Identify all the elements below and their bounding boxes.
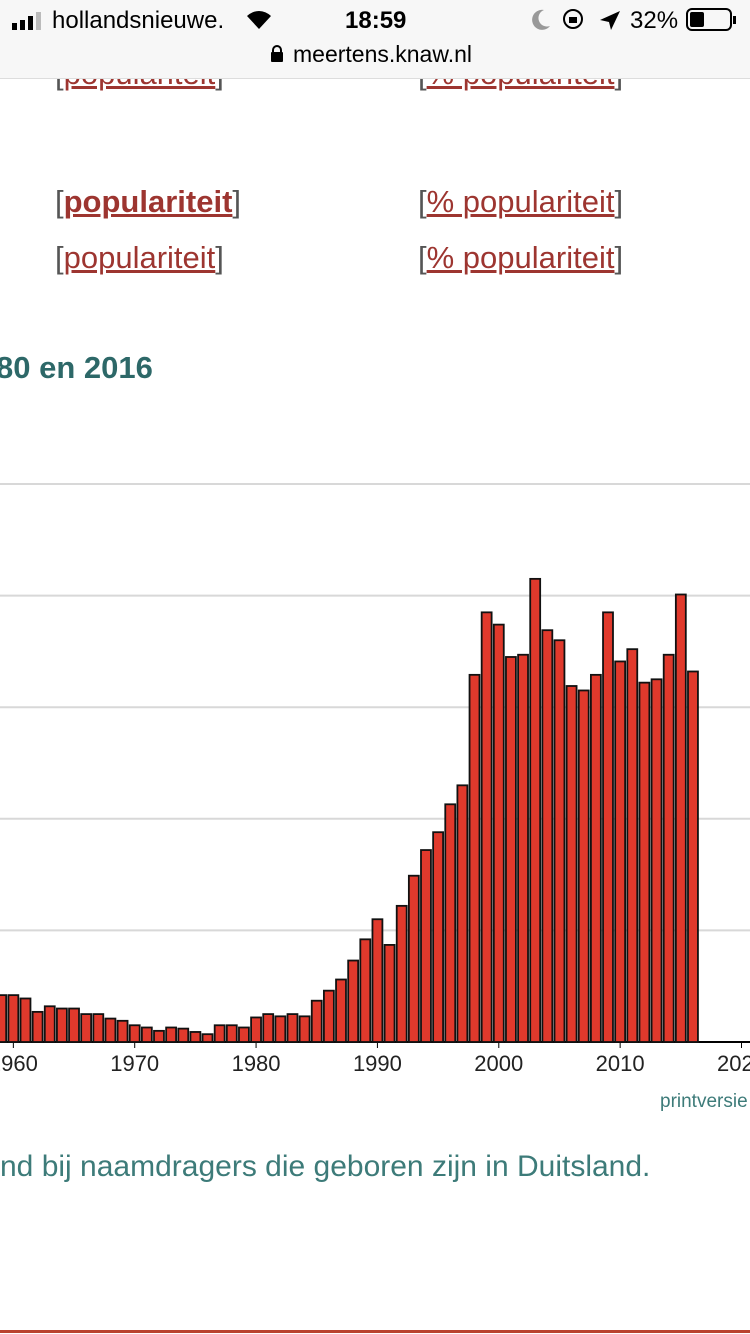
bracket: ] xyxy=(614,184,624,219)
bar xyxy=(298,1015,311,1043)
bar xyxy=(517,653,529,1043)
lock-icon xyxy=(271,45,283,62)
x-tick-label: 2020 xyxy=(717,1051,750,1076)
bar xyxy=(456,784,469,1043)
x-tick-label: 1970 xyxy=(110,1051,159,1076)
bar xyxy=(238,1026,250,1043)
bar xyxy=(116,1019,129,1043)
bar xyxy=(602,611,614,1043)
bar xyxy=(614,660,627,1043)
bar xyxy=(286,1013,299,1043)
bar xyxy=(565,685,578,1043)
link-item: [populariteit] xyxy=(55,184,241,220)
x-tick-label: 2000 xyxy=(474,1051,523,1076)
bar xyxy=(480,611,493,1043)
bar xyxy=(505,656,517,1043)
bar xyxy=(529,577,542,1043)
bar xyxy=(492,623,505,1043)
link-item: [populariteit] xyxy=(55,240,224,276)
bracket: [ xyxy=(55,184,64,219)
bar xyxy=(153,1029,165,1043)
bar xyxy=(687,670,699,1043)
battery-icon xyxy=(686,8,736,31)
bar xyxy=(444,803,457,1043)
bar xyxy=(43,1005,56,1043)
bar xyxy=(104,1017,117,1043)
carrier: hollandsnieuwe. xyxy=(52,7,225,34)
x-tick-label: 1960 xyxy=(0,1051,38,1076)
x-tick-label: 1980 xyxy=(232,1051,281,1076)
bar xyxy=(80,1013,93,1043)
footer-rule xyxy=(0,1330,750,1333)
signal-icon xyxy=(12,12,41,30)
bar xyxy=(7,994,20,1043)
popularity-link[interactable]: populariteit xyxy=(63,240,216,275)
popularity-link[interactable]: % populariteit xyxy=(426,240,615,275)
bar xyxy=(19,997,32,1043)
bar xyxy=(189,1031,202,1043)
battery-percent: 32% xyxy=(630,7,679,34)
footnote: nd bij naamdragers die geboren zijn in D… xyxy=(0,1150,651,1183)
print-link[interactable]: printversie xyxy=(660,1091,748,1112)
url[interactable]: meertens.knaw.nl xyxy=(293,41,472,67)
bar xyxy=(395,904,408,1043)
link-item: [% populariteit] xyxy=(418,184,623,220)
bar xyxy=(638,681,651,1043)
bar xyxy=(213,1024,226,1043)
x-tick-label: 2010 xyxy=(596,1051,645,1076)
bar xyxy=(177,1027,190,1043)
bar xyxy=(650,678,663,1043)
bar xyxy=(140,1026,153,1043)
bracket: ] xyxy=(215,240,224,275)
popularity-link[interactable]: populariteit xyxy=(63,184,233,219)
bar xyxy=(262,1013,275,1043)
clock: 18:59 xyxy=(345,7,407,34)
x-tick-label: 1990 xyxy=(353,1051,402,1076)
bar xyxy=(56,1007,68,1043)
bar xyxy=(420,849,432,1043)
bar xyxy=(347,959,360,1043)
popularity-link[interactable]: % populariteit xyxy=(426,184,615,219)
bracket: ] xyxy=(614,240,624,275)
bar xyxy=(250,1016,262,1043)
wifi-icon xyxy=(247,11,271,29)
bar xyxy=(662,653,675,1043)
bracket: ] xyxy=(232,184,242,219)
bar xyxy=(383,944,396,1043)
bar xyxy=(626,648,639,1043)
bar xyxy=(577,689,590,1043)
bar xyxy=(541,629,554,1043)
bar xyxy=(323,989,335,1043)
status-bar: hollandsnieuwe. 18:59 32% meertens.knaw.… xyxy=(0,0,750,79)
bar xyxy=(274,1015,287,1043)
bar xyxy=(335,978,347,1043)
bar xyxy=(92,1013,105,1043)
bar xyxy=(432,831,444,1043)
bar xyxy=(553,639,566,1043)
bracket: [ xyxy=(418,240,427,275)
bar xyxy=(371,918,384,1043)
status-icons xyxy=(532,9,620,30)
bar xyxy=(165,1026,177,1043)
bracket: [ xyxy=(55,240,64,275)
bar xyxy=(128,1024,141,1043)
section-heading: 80 en 2016 xyxy=(0,350,153,385)
bar xyxy=(201,1033,214,1043)
bar xyxy=(31,1010,44,1043)
bar xyxy=(359,938,372,1043)
bar xyxy=(225,1024,238,1043)
bar xyxy=(310,999,323,1043)
link-item: [% populariteit] xyxy=(418,240,623,276)
bar xyxy=(68,1007,80,1043)
bracket: [ xyxy=(418,184,427,219)
chart: 1960 1970 1980 1990 2000 2010 2020 xyxy=(0,483,750,1076)
bar xyxy=(589,673,602,1043)
bar xyxy=(468,673,481,1043)
bar xyxy=(0,994,8,1043)
bar xyxy=(674,593,687,1043)
bar xyxy=(407,874,420,1043)
